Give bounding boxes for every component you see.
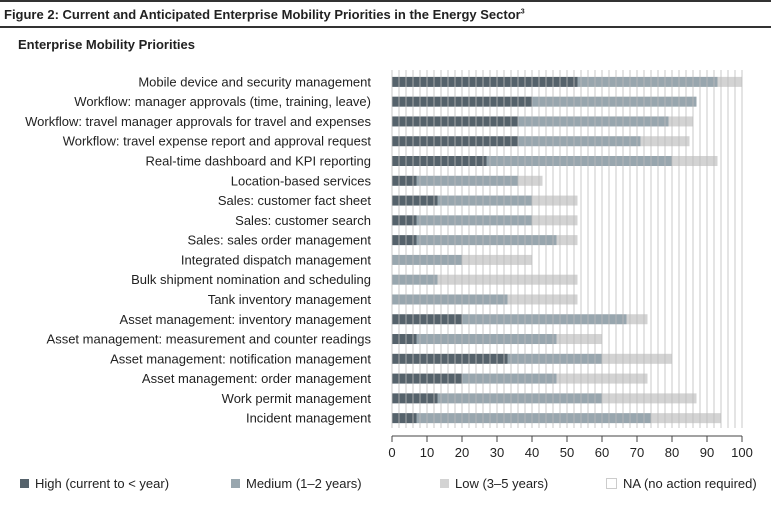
- x-tick-label-20: 20: [455, 445, 469, 460]
- category-label-9: Sales: sales order management: [187, 233, 371, 248]
- bar-5-series-3: [672, 156, 718, 167]
- category-label-10: Integrated dispatch management: [181, 252, 371, 267]
- x-tick-label-40: 40: [525, 445, 539, 460]
- bar-6-series-2: [416, 175, 518, 186]
- bar-12-series-2: [392, 294, 508, 305]
- bar-13-series-4: [647, 314, 742, 325]
- bar-3-series-3: [668, 116, 693, 127]
- bar-14-series-1: [392, 334, 417, 345]
- footnote-mark: 3: [520, 8, 525, 16]
- bar-7-series-1: [392, 195, 438, 206]
- x-tick-label-10: 10: [420, 445, 434, 460]
- legend: High (current to < year) Medium (1–2 yea…: [0, 476, 771, 496]
- bar-8-series-2: [416, 215, 532, 226]
- bar-8-series-1: [392, 215, 417, 226]
- stacked-bar-chart: Mobile device and security management Wor…: [25, 70, 753, 460]
- category-label-18: Incident management: [246, 411, 371, 426]
- bar-14-series-2: [416, 334, 557, 345]
- bar-4-series-4: [689, 136, 742, 147]
- category-label-1: Mobile device and security management: [138, 74, 371, 89]
- bar-17-series-4: [696, 393, 742, 404]
- bar-7-series-2: [437, 195, 532, 206]
- x-tick-label-70: 70: [630, 445, 644, 460]
- bar-15-series-1: [392, 353, 508, 364]
- legend-item-medium: Medium (1–2 years): [231, 476, 362, 491]
- category-label-2: Workflow: manager approvals (time, train…: [74, 94, 371, 109]
- category-label-12: Tank inventory management: [208, 292, 372, 307]
- bar-12-series-3: [507, 294, 578, 305]
- bar-3-series-2: [518, 116, 669, 127]
- bar-3-series-4: [693, 116, 742, 127]
- legend-item-low: Low (3–5 years): [440, 476, 548, 491]
- category-label-3: Workflow: travel manager approvals for t…: [25, 114, 371, 129]
- bar-7-series-3: [532, 195, 578, 206]
- x-tick-label-100: 100: [731, 445, 753, 460]
- legend-label-high: High (current to < year): [35, 476, 170, 491]
- x-tick-label-30: 30: [490, 445, 504, 460]
- x-tick-label-80: 80: [665, 445, 679, 460]
- category-label-8: Sales: customer search: [235, 213, 371, 228]
- category-label-15: Asset management: notification managemen…: [110, 351, 371, 366]
- bar-11-series-2: [392, 274, 438, 285]
- bar-1-series-2: [577, 76, 718, 87]
- category-label-5: Real-time dashboard and KPI reporting: [146, 154, 371, 169]
- bar-16-series-4: [647, 373, 742, 384]
- legend-swatch-low: [440, 479, 449, 489]
- bar-15-series-2: [507, 353, 602, 364]
- bar-4-series-2: [518, 136, 641, 147]
- category-label-6: Location-based services: [231, 173, 372, 188]
- bar-6-series-3: [518, 175, 543, 186]
- bar-17-series-2: [437, 393, 602, 404]
- legend-label-medium: Medium (1–2 years): [246, 476, 362, 491]
- category-label-13: Asset management: inventory management: [120, 312, 372, 327]
- bar-1-series-1: [392, 76, 578, 87]
- figure-title: Figure 2: Current and Anticipated Enterp…: [4, 7, 525, 22]
- bar-1-series-3: [717, 76, 742, 87]
- category-label-7: Sales: customer fact sheet: [218, 193, 372, 208]
- x-tick-label-60: 60: [595, 445, 609, 460]
- chart-title: Enterprise Mobility Priorities: [18, 37, 195, 52]
- x-tick-label-50: 50: [560, 445, 574, 460]
- bar-13-series-2: [462, 314, 627, 325]
- bar-11-series-4: [577, 274, 742, 285]
- bar-9-series-2: [416, 235, 557, 246]
- category-label-14: Asset management: measurement and counte…: [47, 332, 372, 347]
- bar-18-series-2: [416, 413, 651, 424]
- bar-9-series-1: [392, 235, 417, 246]
- bar-18-series-1: [392, 413, 417, 424]
- bar-5-series-1: [392, 156, 487, 167]
- legend-item-na: NA (no action required): [606, 476, 757, 491]
- legend-label-na: NA (no action required): [623, 476, 757, 491]
- bar-9-series-4: [577, 235, 742, 246]
- category-label-11: Bulk shipment nomination and scheduling: [131, 272, 371, 287]
- bar-5-series-4: [717, 156, 742, 167]
- legend-swatch-high: [20, 479, 29, 489]
- bar-8-series-4: [577, 215, 742, 226]
- figure-title-bar: Figure 2: Current and Anticipated Enterp…: [0, 0, 771, 28]
- bar-11-series-3: [437, 274, 578, 285]
- bar-5-series-2: [486, 156, 672, 167]
- bar-8-series-3: [532, 215, 578, 226]
- bar-16-series-2: [462, 373, 557, 384]
- bar-17-series-3: [602, 393, 697, 404]
- category-label-17: Work permit management: [222, 391, 372, 406]
- bar-17-series-1: [392, 393, 438, 404]
- bar-6-series-4: [542, 175, 742, 186]
- category-label-4: Workflow: travel expense report and appr…: [63, 134, 372, 149]
- legend-item-high: High (current to < year): [20, 476, 169, 491]
- bar-7-series-4: [577, 195, 742, 206]
- bar-2-series-4: [696, 96, 742, 107]
- legend-swatch-na: [606, 478, 617, 490]
- x-tick-label-0: 0: [388, 445, 395, 460]
- bar-2-series-2: [532, 96, 697, 107]
- x-tick-label-90: 90: [700, 445, 714, 460]
- bar-18-series-4: [721, 413, 742, 424]
- category-label-16: Asset management: order management: [142, 371, 371, 386]
- bar-6-series-1: [392, 175, 417, 186]
- legend-swatch-medium: [231, 479, 240, 489]
- bar-12-series-4: [577, 294, 742, 305]
- bar-14-series-3: [556, 334, 602, 345]
- legend-label-low: Low (3–5 years): [455, 476, 549, 491]
